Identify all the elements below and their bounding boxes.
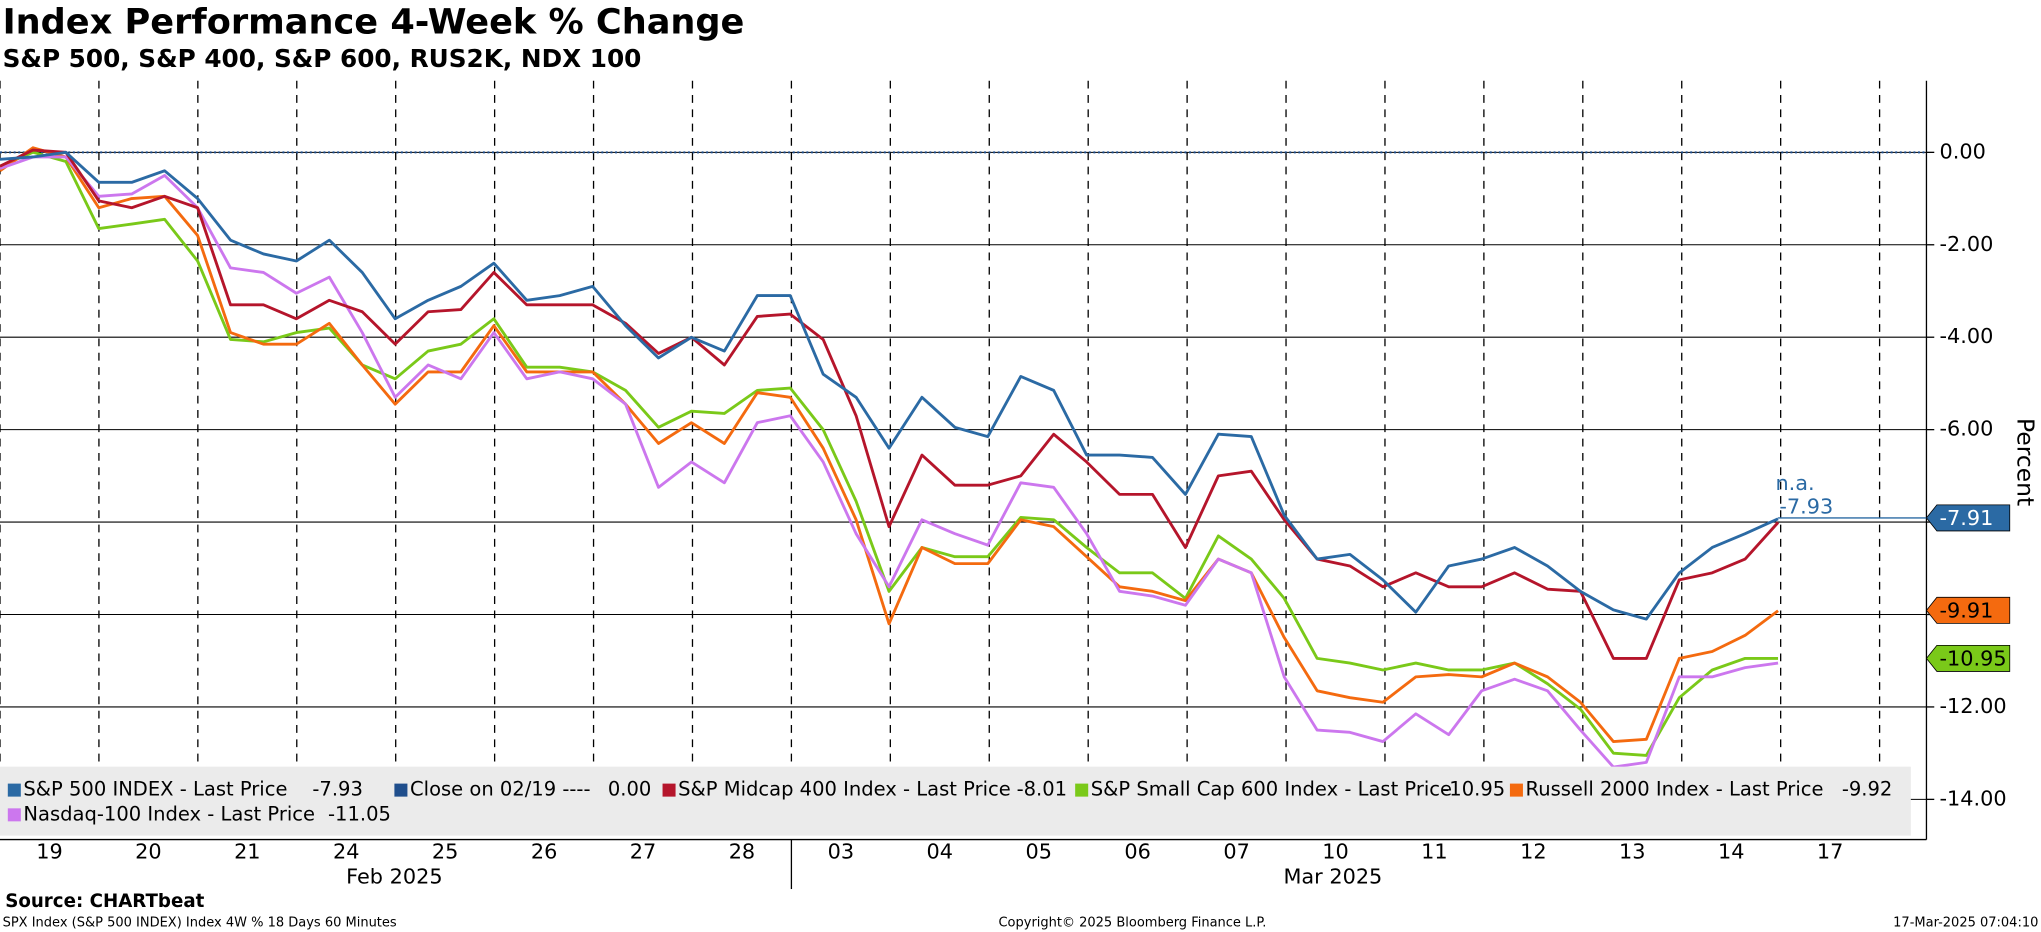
legend-label: Russell 2000 Index - Last Price bbox=[1526, 778, 1824, 801]
footer-center: Copyright© 2025 Bloomberg Finance L.P. bbox=[998, 915, 1266, 930]
x-tick-label: 10 bbox=[1322, 840, 1348, 864]
x-tick-label: 05 bbox=[1025, 840, 1051, 864]
x-tick-label: 14 bbox=[1718, 840, 1744, 864]
end-tag bbox=[1925, 504, 2011, 532]
legend-value: -8.01 bbox=[1017, 778, 1067, 801]
month-label: Mar 2025 bbox=[1283, 864, 1382, 888]
x-tick-label: 17 bbox=[1817, 840, 1843, 864]
y-tick-label: -6.00 bbox=[1939, 417, 1993, 441]
annotation: -7.93 bbox=[1779, 495, 1833, 519]
x-tick-label: 25 bbox=[432, 840, 458, 864]
chart-title: Index Performance 4-Week % Change bbox=[3, 1, 745, 42]
x-tick-label: 20 bbox=[135, 840, 161, 864]
series-line bbox=[0, 146, 1779, 743]
y-tick-label: -12.00 bbox=[1939, 694, 2006, 718]
x-tick-label: 28 bbox=[729, 840, 755, 864]
end-tag-label: -10.95 bbox=[1939, 647, 2006, 671]
end-tag bbox=[1925, 645, 2011, 672]
x-tick-label: 27 bbox=[630, 840, 656, 864]
legend-label: S&P 500 INDEX - Last Price bbox=[23, 778, 287, 801]
x-tick-label: 13 bbox=[1619, 840, 1645, 864]
series-line bbox=[0, 150, 1779, 757]
legend: S&P 500 INDEX - Last Price -7.93 Close on … bbox=[0, 766, 1911, 836]
legend-swatch bbox=[7, 808, 21, 822]
x-tick-label: 26 bbox=[531, 840, 557, 864]
legend-label: Close on 02/19 ---- bbox=[410, 778, 591, 801]
x-tick-label: 21 bbox=[234, 840, 260, 864]
legend-swatch bbox=[1075, 783, 1089, 797]
y-tick-label: 0.00 bbox=[1939, 139, 1985, 163]
legend-swatch bbox=[662, 783, 676, 797]
end-tag bbox=[1925, 596, 2011, 624]
series-line bbox=[0, 150, 1779, 621]
series-line bbox=[0, 148, 1780, 660]
legend-swatch bbox=[394, 783, 408, 797]
legend-swatch bbox=[7, 783, 21, 797]
footer-right: 17-Mar-2025 07:04:10 bbox=[1893, 915, 2038, 930]
legend-label: S&P Small Cap 600 Index - Last Price bbox=[1091, 778, 1452, 801]
legend-swatch bbox=[1509, 783, 1523, 797]
x-tick-label: 19 bbox=[36, 840, 62, 864]
x-tick-label: 06 bbox=[1124, 840, 1150, 864]
x-tick-label: 12 bbox=[1520, 840, 1546, 864]
x-tick-label: 11 bbox=[1421, 840, 1447, 864]
legend-value: -7.93 bbox=[312, 778, 363, 801]
x-tick-label: 07 bbox=[1223, 840, 1249, 864]
x-tick-label: 24 bbox=[333, 840, 359, 864]
legend-label: S&P Midcap 400 Index - Last Price bbox=[678, 778, 1011, 801]
legend-value: -9.92 bbox=[1842, 778, 1892, 801]
legend-value: -11.05 bbox=[328, 802, 391, 825]
footer-left: SPX Index (S&P 500 INDEX) Index 4W % 18 … bbox=[3, 915, 397, 930]
chart-subtitle: S&P 500, S&P 400, S&P 600, RUS2K, NDX 10… bbox=[3, 44, 642, 73]
source: Source: CHARTbeat bbox=[5, 891, 204, 912]
end-tag-label: -7.91 bbox=[1939, 506, 1993, 530]
legend-background bbox=[0, 766, 1911, 836]
legend-label: Nasdaq-100 Index - Last Price bbox=[23, 802, 315, 825]
y-tick-label: -14.00 bbox=[1939, 786, 2006, 810]
end-tag-label: -9.91 bbox=[1939, 599, 1993, 623]
y-axis-label: Percent bbox=[2012, 418, 2040, 506]
legend-value: 0.00 bbox=[608, 778, 651, 801]
month-label: Feb 2025 bbox=[346, 864, 442, 888]
x-tick-label: 03 bbox=[828, 840, 854, 864]
y-tick-label: -4.00 bbox=[1939, 324, 1993, 348]
y-tick-label: -2.00 bbox=[1939, 232, 1993, 256]
x-tick-label: 04 bbox=[927, 840, 953, 864]
annotation: n.a. bbox=[1775, 471, 1814, 495]
series-line bbox=[0, 155, 1779, 769]
legend-value: -10.95 bbox=[1442, 778, 1505, 801]
